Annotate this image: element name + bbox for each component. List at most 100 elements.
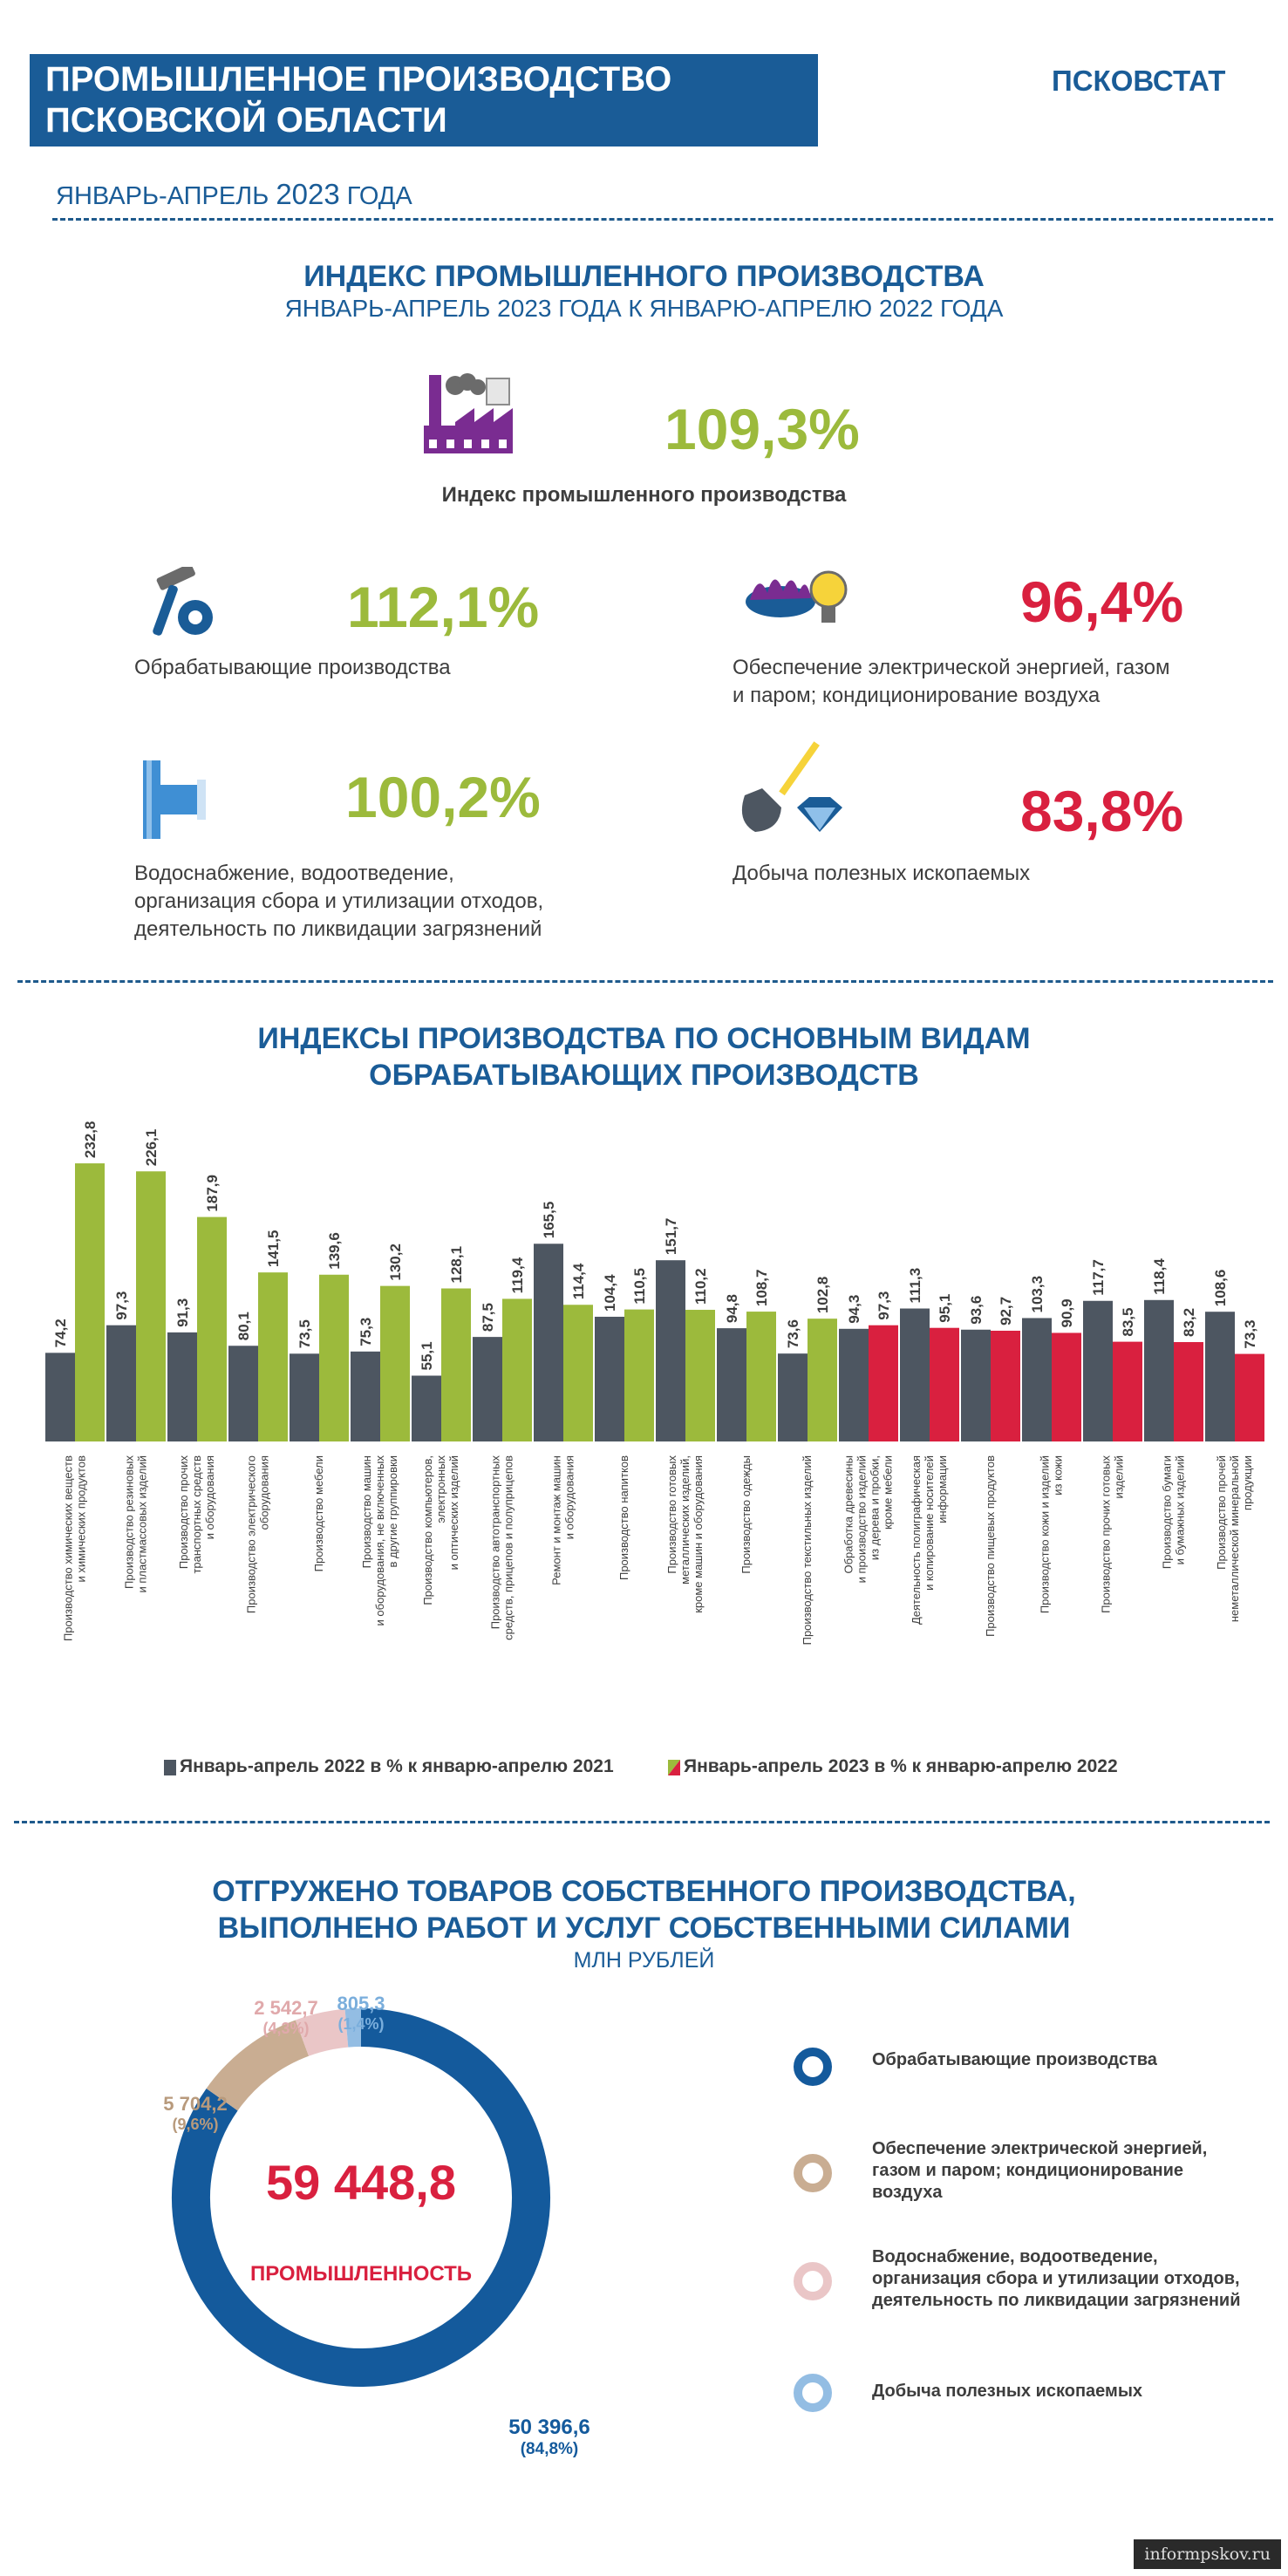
legend-line: Добыча полезных ископаемых bbox=[872, 2382, 1143, 2401]
bar-label-2022: 151,7 bbox=[663, 1218, 679, 1256]
category-label-line: из дерева и пробки, bbox=[869, 1455, 882, 1560]
slice-value: 50 396,6 bbox=[508, 2416, 590, 2439]
brand-name: ПСКОВСТАТ bbox=[1052, 65, 1226, 97]
pie-legend-manufacturing: Обрабатывающие производства bbox=[872, 2049, 1256, 2071]
category-label-line: Производство пищевых продуктов bbox=[984, 1455, 997, 1637]
bar-label-2023: 83,2 bbox=[1181, 1308, 1197, 1337]
category-label: Производство компьютеров,электронныхи оп… bbox=[421, 1455, 460, 1605]
slice-label-energy: 5 704,2 (9,6%) bbox=[143, 2093, 248, 2134]
total-label: ПРОМЫШЛЕННОСТЬ bbox=[249, 2262, 473, 2286]
category-label-line: Производство текстильных изделий bbox=[801, 1455, 814, 1645]
category-label-line: изделий bbox=[1113, 1455, 1126, 1498]
bar-2022 bbox=[1144, 1299, 1174, 1441]
bar-2023 bbox=[930, 1327, 959, 1441]
bar-2023 bbox=[136, 1171, 166, 1441]
category-label: Производство электрическогооборудования bbox=[245, 1455, 271, 1613]
bar-2022 bbox=[1083, 1300, 1113, 1441]
bar-2023 bbox=[1235, 1353, 1264, 1441]
bar-label-2023: 128,1 bbox=[448, 1246, 465, 1284]
category-label-line: и оборудования bbox=[563, 1455, 576, 1539]
bar-label-2023: 102,8 bbox=[814, 1277, 831, 1314]
category-label: Производство одежды bbox=[739, 1455, 753, 1574]
bar-2022 bbox=[473, 1337, 502, 1441]
legend-ring-energy bbox=[794, 2154, 832, 2192]
bar-label-2023: 92,7 bbox=[998, 1297, 1014, 1325]
category-label-line: металлических изделий, bbox=[678, 1455, 692, 1584]
pie-legend-mining: Добыча полезных ископаемых bbox=[872, 2381, 1256, 2402]
period-year: 2023 bbox=[276, 178, 340, 210]
category-label-line: транспортных средств bbox=[190, 1455, 203, 1574]
manufacturing-index-value: 112,1% bbox=[347, 575, 540, 639]
category-label-line: Производство химических веществ bbox=[62, 1455, 75, 1641]
bar-2023 bbox=[1113, 1341, 1142, 1441]
category-label: Деятельность полиграфическаяи копировани… bbox=[910, 1455, 949, 1625]
bar-label-2022: 93,6 bbox=[968, 1296, 985, 1325]
bar-label-2023: 232,8 bbox=[82, 1121, 99, 1159]
slice-share: (84,8%) bbox=[520, 2440, 579, 2458]
bar-2022 bbox=[595, 1316, 624, 1441]
category-label-line: Производство электрического bbox=[245, 1455, 258, 1613]
bar-2023 bbox=[258, 1272, 288, 1441]
category-label-line: и копирование носителей bbox=[923, 1455, 936, 1591]
bar-2023 bbox=[1052, 1332, 1081, 1441]
water-index-value: 100,2% bbox=[345, 765, 541, 829]
index-section-title: ИНДЕКС ПРОМЫШЛЕННОГО ПРОИЗВОДСТВА bbox=[303, 260, 985, 293]
bar-2022 bbox=[717, 1328, 746, 1441]
category-label-line: Ремонт и монтаж машин bbox=[550, 1455, 563, 1585]
divider bbox=[17, 980, 1273, 983]
bar-label-2023: 97,3 bbox=[876, 1291, 892, 1320]
shipment-unit: МЛН РУБЛЕЙ bbox=[573, 1948, 715, 1973]
category-label-line: информации bbox=[936, 1455, 949, 1523]
category-label-line: Производство компьютеров, bbox=[421, 1455, 434, 1605]
legend-ring-water bbox=[794, 2262, 832, 2300]
category-label: Производство текстильных изделий bbox=[801, 1455, 814, 1645]
bar-label-2023: 90,9 bbox=[1059, 1298, 1075, 1327]
category-label-line: кроме машин и оборудования bbox=[692, 1455, 705, 1613]
legend-line: деятельность по ликвидации загрязнений bbox=[872, 2291, 1241, 2310]
title-line-1: ПРОМЫШЛЕННОЕ ПРОИЗВОДСТВО bbox=[45, 60, 672, 99]
bar-2022 bbox=[839, 1328, 869, 1441]
category-label-line: электронных bbox=[434, 1455, 447, 1523]
slice-value: 5 704,2 bbox=[163, 2093, 228, 2115]
bar-label-2022: 104,4 bbox=[602, 1274, 618, 1312]
bar-2022 bbox=[45, 1353, 75, 1441]
category-label-line: Производство прочей bbox=[1215, 1455, 1228, 1570]
bar-2022 bbox=[900, 1308, 930, 1441]
water-pipe-icon bbox=[143, 760, 206, 839]
category-label: Производство прочихтранспортных средстви… bbox=[177, 1455, 216, 1574]
category-label-line: продукции bbox=[1241, 1455, 1254, 1510]
category-label-line: и производство изделий bbox=[855, 1455, 869, 1583]
bar-2022 bbox=[106, 1325, 136, 1441]
label-line: деятельность по ликвидации загрязнений bbox=[134, 917, 542, 941]
bar-label-2023: 110,2 bbox=[692, 1268, 709, 1305]
bar-label-2022: 117,7 bbox=[1090, 1259, 1107, 1296]
bar-label-2023: 110,5 bbox=[631, 1268, 648, 1305]
category-label: Ремонт и монтаж машини оборудования bbox=[550, 1455, 576, 1585]
legend-label-2022: Январь-апрель 2022 в % к январю-апрелю 2… bbox=[180, 1756, 614, 1776]
slice-value: 2 542,7 bbox=[254, 1997, 318, 2019]
bar-label-2022: 91,3 bbox=[174, 1298, 191, 1327]
bar-label-2023: 139,6 bbox=[326, 1232, 343, 1270]
category-label: Производство пищевых продуктов bbox=[984, 1455, 997, 1637]
period-label: ЯНВАРЬ-АПРЕЛЬ 2023 ГОДА bbox=[56, 178, 412, 211]
category-label-line: Производство бумаги bbox=[1161, 1455, 1174, 1569]
category-label: Производство кожи и изделийиз кожи bbox=[1039, 1455, 1065, 1613]
bar-2023 bbox=[75, 1163, 105, 1441]
slice-label-water: 2 542,7 (4,3%) bbox=[234, 1997, 338, 2038]
gas-burner-bulb-icon bbox=[746, 570, 848, 623]
bar-2022 bbox=[290, 1353, 319, 1441]
mining-index-value: 83,8% bbox=[1020, 779, 1184, 843]
legend-line: организация сбора и утилизации отходов, bbox=[872, 2269, 1240, 2288]
bar-2022 bbox=[961, 1329, 991, 1441]
donut-slice bbox=[295, 2008, 349, 2056]
category-label-line: Производство готовых bbox=[665, 1455, 678, 1574]
label-line: Обеспечение электрической энергией, газо… bbox=[733, 656, 1170, 679]
label-line: организация сбора и утилизации отходов, bbox=[134, 889, 544, 913]
bar-2022 bbox=[534, 1244, 563, 1441]
bar-2023 bbox=[746, 1312, 776, 1441]
label-line: Обрабатывающие производства bbox=[134, 656, 451, 679]
category-label-line: из кожи bbox=[1052, 1455, 1065, 1496]
bar-label-2023: 119,4 bbox=[509, 1257, 526, 1293]
page-title: ПРОМЫШЛЕННОЕ ПРОИЗВОДСТВО ПСКОВСКОЙ ОБЛА… bbox=[30, 54, 818, 147]
category-label-line: Производство автотранспортных bbox=[489, 1455, 502, 1630]
